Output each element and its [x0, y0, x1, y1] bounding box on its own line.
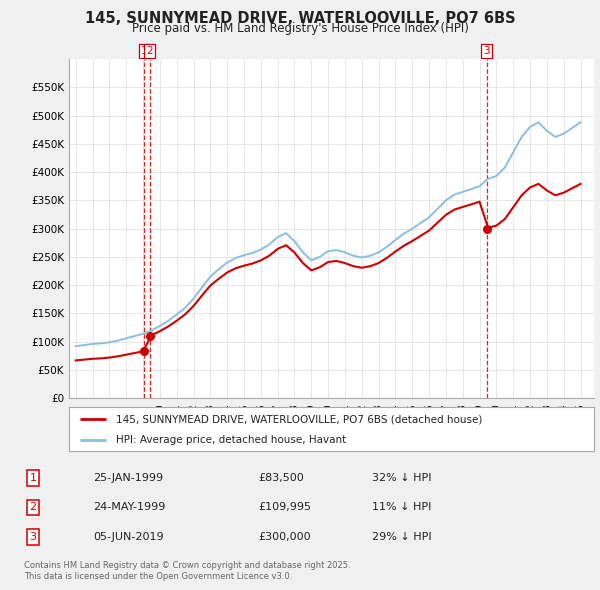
Text: 05-JUN-2019: 05-JUN-2019 [93, 532, 164, 542]
Text: 29% ↓ HPI: 29% ↓ HPI [372, 532, 431, 542]
Text: HPI: Average price, detached house, Havant: HPI: Average price, detached house, Hava… [116, 435, 347, 445]
Text: 145, SUNNYMEAD DRIVE, WATERLOOVILLE, PO7 6BS (detached house): 145, SUNNYMEAD DRIVE, WATERLOOVILLE, PO7… [116, 415, 482, 424]
Text: 3: 3 [29, 532, 37, 542]
Text: 145, SUNNYMEAD DRIVE, WATERLOOVILLE, PO7 6BS: 145, SUNNYMEAD DRIVE, WATERLOOVILLE, PO7… [85, 11, 515, 25]
Text: 24-MAY-1999: 24-MAY-1999 [93, 503, 166, 512]
Text: 25-JAN-1999: 25-JAN-1999 [93, 473, 163, 483]
Text: 2: 2 [146, 45, 153, 55]
Text: Price paid vs. HM Land Registry's House Price Index (HPI): Price paid vs. HM Land Registry's House … [131, 22, 469, 35]
Text: 32% ↓ HPI: 32% ↓ HPI [372, 473, 431, 483]
Text: 1: 1 [29, 473, 37, 483]
Text: £83,500: £83,500 [258, 473, 304, 483]
Text: £109,995: £109,995 [258, 503, 311, 512]
Text: 11% ↓ HPI: 11% ↓ HPI [372, 503, 431, 512]
Text: Contains HM Land Registry data © Crown copyright and database right 2025.
This d: Contains HM Land Registry data © Crown c… [24, 560, 350, 581]
Text: £300,000: £300,000 [258, 532, 311, 542]
Text: 1: 1 [141, 45, 148, 55]
Text: 2: 2 [29, 503, 37, 512]
Text: 3: 3 [484, 45, 490, 55]
